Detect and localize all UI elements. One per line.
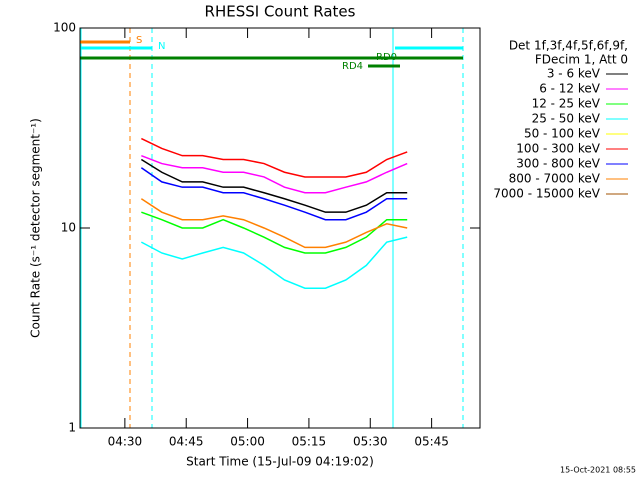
x-tick-label: 04:30 — [108, 435, 143, 449]
legend-header: FDecim 1, Att 0 — [535, 53, 628, 67]
x-axis-label: Start Time (15-Jul-09 04:19:02) — [186, 455, 374, 469]
legend-label: 50 - 100 keV — [524, 127, 601, 141]
flag-label: RD0 — [376, 52, 397, 63]
series-line — [140, 236, 408, 289]
y-tick-label: 100 — [53, 21, 76, 35]
legend-header: Det 1f,3f,4f,5f,6f,9f, — [509, 39, 628, 53]
legend-label: 3 - 6 keV — [547, 67, 601, 81]
series-line — [140, 158, 408, 213]
flags: S N RD0 RD4 — [80, 28, 464, 428]
y-tick-label: 10 — [61, 221, 76, 235]
series-line — [140, 198, 408, 249]
x-tick-label: 05:00 — [230, 435, 265, 449]
legend-label: 100 - 300 keV — [516, 142, 600, 156]
x-tick-label: 04:45 — [169, 435, 204, 449]
y-axis-label: Count Rate (s⁻¹ detector segment⁻¹) — [29, 118, 43, 338]
flag-label: S — [136, 35, 142, 46]
legend-label: 12 - 25 keV — [532, 97, 601, 111]
x-tick-label: 05:45 — [414, 435, 449, 449]
series-line — [141, 211, 408, 254]
series-line — [141, 154, 408, 194]
timestamp: 15-Oct-2021 08:55 — [560, 466, 636, 475]
y-tick-label: 1 — [68, 421, 76, 435]
chart-title: RHESSI Count Rates — [205, 3, 356, 21]
series-line — [140, 167, 408, 221]
legend-label: 300 - 800 keV — [516, 157, 600, 171]
flag-label: RD4 — [342, 61, 363, 72]
flag-label: N — [158, 41, 165, 52]
legend-label: 7000 - 15000 keV — [493, 187, 600, 201]
series-line — [141, 137, 408, 178]
legend-label: 6 - 12 keV — [539, 82, 601, 96]
legend-label: 800 - 7000 keV — [509, 172, 601, 186]
x-tick-label: 05:15 — [292, 435, 327, 449]
legend-label: 25 - 50 keV — [532, 112, 601, 126]
x-tick-label: 05:30 — [353, 435, 388, 449]
